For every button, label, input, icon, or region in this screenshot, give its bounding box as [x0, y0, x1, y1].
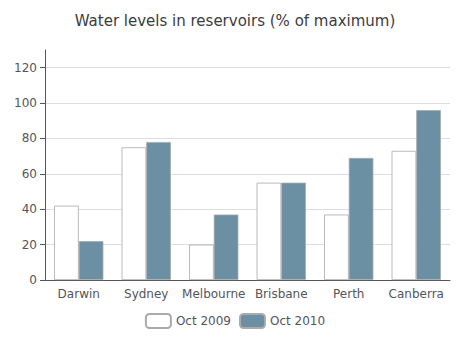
- svg-text:Darwin: Darwin: [58, 287, 100, 301]
- svg-text:Brisbane: Brisbane: [255, 287, 308, 301]
- svg-text:120: 120: [14, 61, 37, 75]
- svg-text:Water levels in reservoirs (%: Water levels in reservoirs (% of maximum…: [75, 12, 396, 30]
- svg-text:0: 0: [29, 273, 37, 287]
- svg-text:Canberra: Canberra: [389, 287, 444, 301]
- svg-text:Perth: Perth: [333, 287, 364, 301]
- svg-text:Oct 2010: Oct 2010: [270, 314, 325, 328]
- svg-text:Oct 2009: Oct 2009: [176, 314, 231, 328]
- svg-text:Sydney: Sydney: [124, 287, 168, 301]
- svg-text:40: 40: [22, 202, 37, 216]
- svg-text:Melbourne: Melbourne: [182, 287, 245, 301]
- svg-text:100: 100: [14, 96, 37, 110]
- svg-text:20: 20: [22, 238, 37, 252]
- svg-text:60: 60: [22, 167, 37, 181]
- svg-text:80: 80: [22, 131, 37, 145]
